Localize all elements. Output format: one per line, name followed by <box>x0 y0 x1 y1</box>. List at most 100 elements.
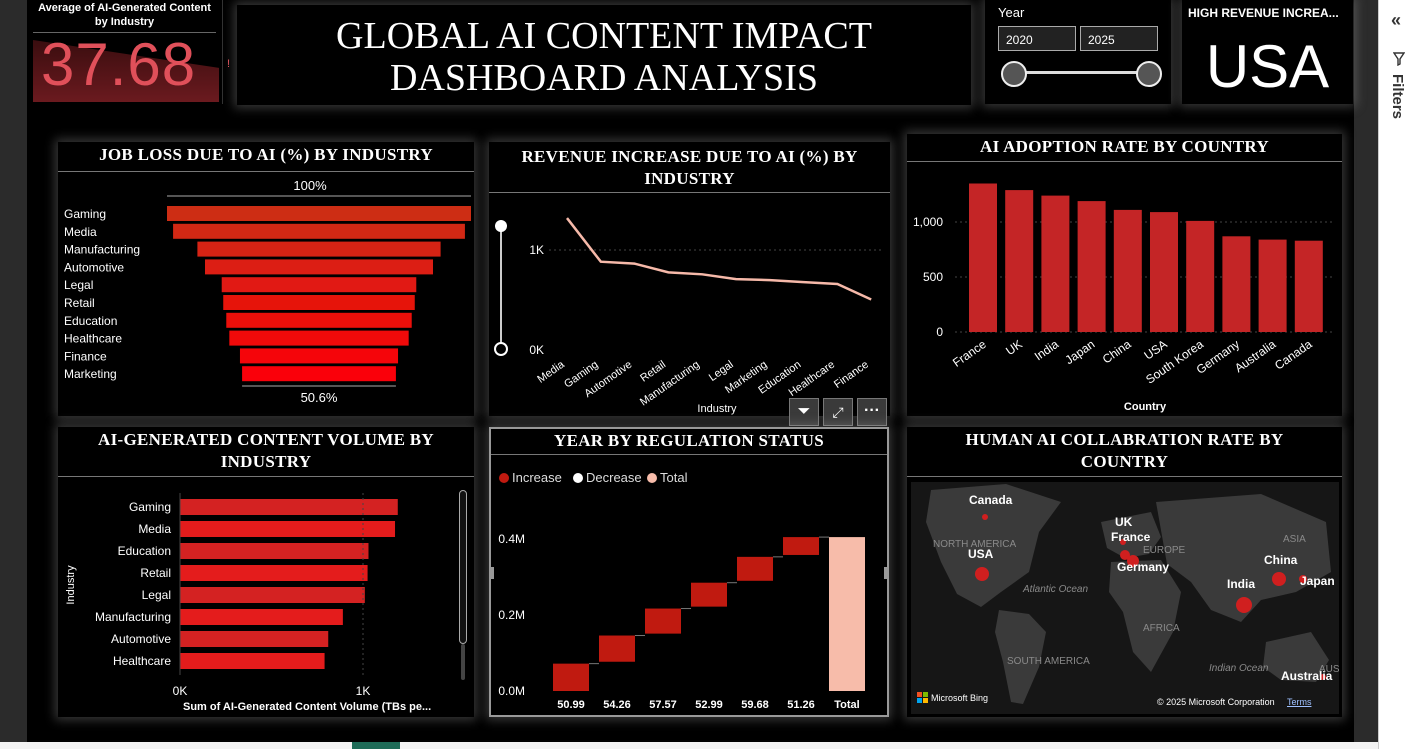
high-revenue-title: HIGH REVENUE INCREA... <box>1188 6 1339 20</box>
collab-map-chart[interactable]: HUMAN AI COLLABRATION RATE BY COUNTRY Ca… <box>907 427 1342 717</box>
regulation-x-label: Total <box>834 699 859 711</box>
filters-pane-filter-icon <box>1392 52 1406 67</box>
year-to-input[interactable]: 2025 <box>1080 26 1158 51</box>
volume-category-label: Manufacturing <box>95 610 171 624</box>
adoption-bar <box>969 183 997 332</box>
volume-bar <box>180 631 329 647</box>
visual-filter-button[interactable]: filter-icon⏷ <box>789 398 819 426</box>
volume-bar <box>180 653 325 669</box>
regulation-legend-label: Decrease <box>586 470 642 485</box>
volume-bar <box>180 609 343 625</box>
collab-map-title: HUMAN AI COLLABRATION RATE BY COUNTRY <box>907 429 1342 477</box>
filters-pane[interactable]: « Filters <box>1378 0 1418 749</box>
map-landmass <box>1263 632 1329 682</box>
map-bubble <box>1299 575 1307 583</box>
map-country-label: India <box>1227 577 1255 591</box>
active-page-tab[interactable] <box>352 742 400 749</box>
adoption-x-label: France <box>950 337 989 370</box>
adoption-bar <box>1041 195 1070 332</box>
regulation-x-label: 51.26 <box>787 699 815 711</box>
funnel-bar <box>173 223 465 239</box>
regulation-legend-marker <box>499 473 509 483</box>
adoption-bar <box>1222 236 1251 332</box>
regulation-bar <box>783 537 819 555</box>
content-volume-scrollbar[interactable] <box>459 490 467 644</box>
map-region-label: Atlantic Ocean <box>1022 584 1088 595</box>
regulation-legend-label: Total <box>660 470 688 485</box>
filters-pane-label[interactable]: Filters <box>1389 74 1406 120</box>
dashboard-title-line2: DASHBOARD ANALYSIS <box>390 57 818 99</box>
chevrons-left-icon[interactable]: « <box>1391 10 1402 30</box>
volume-bar <box>180 499 398 515</box>
year-slider-start-handle[interactable] <box>1001 61 1027 87</box>
adoption-x-label: UK <box>1003 337 1025 358</box>
visual-focus-button[interactable]: focus-mode-icon⤢ <box>823 398 853 426</box>
adoption-title: AI ADOPTION RATE BY COUNTRY <box>907 136 1342 162</box>
regulation-bar <box>691 582 727 607</box>
content-volume-scroll-track <box>461 644 465 680</box>
dashboard-title-card: GLOBAL AI CONTENT IMPACT DASHBOARD ANALY… <box>237 5 971 105</box>
map-landmass <box>1156 494 1331 622</box>
regulation-x-label: 52.99 <box>695 699 723 711</box>
zoom-slider-bottom-handle <box>494 342 508 356</box>
regulation-x-label: 50.99 <box>557 699 585 711</box>
resize-handle-right <box>884 567 887 579</box>
year-slider-end-handle[interactable] <box>1136 61 1162 87</box>
map-country-label: Japan <box>1300 574 1335 588</box>
regulation-bar <box>829 537 865 691</box>
adoption-y-tick: 0 <box>936 325 943 339</box>
content-volume-chart[interactable]: AI-GENERATED CONTENT VOLUME BY INDUSTRY … <box>58 427 474 717</box>
kpi-card[interactable]: Average of AI-Generated Content by Indus… <box>27 0 230 104</box>
map-bubble <box>1272 572 1286 586</box>
map-country-label: Germany <box>1117 560 1169 574</box>
adoption-x-label: China <box>1100 337 1134 367</box>
map-country-label: France <box>1111 530 1151 544</box>
adoption-chart[interactable]: AI ADOPTION RATE BY COUNTRY 1,000 500 0 Fra… <box>907 134 1342 416</box>
funnel-bar <box>167 206 471 221</box>
kpi-value: 37.68 <box>41 31 197 98</box>
year-slicer[interactable]: Year 2020 2025 <box>985 0 1171 104</box>
map-country-label: Canada <box>969 493 1013 507</box>
revenue-y-tick: 0K <box>529 343 544 357</box>
regulation-chart[interactable]: YEAR BY REGULATION STATUS Increase Decrea… <box>489 427 889 717</box>
bing-attribution: Microsoft Bing <box>917 692 988 703</box>
resize-handle-left <box>491 567 494 579</box>
microsoft-logo-icon <box>917 692 928 703</box>
year-from-input[interactable]: 2020 <box>998 26 1076 51</box>
funnel-category-label: Retail <box>64 296 95 310</box>
funnel-bar <box>205 259 433 275</box>
visual-header-toolbar: filter-icon⏷ focus-mode-icon⤢ more-optio… <box>789 398 890 426</box>
revenue-chart[interactable]: REVENUE INCREASE DUE TO AI (%) BY INDUST… <box>489 142 890 426</box>
adoption-bar <box>1294 240 1323 332</box>
content-volume-plot[interactable]: Gaming Media Education Retail Legal Manufactu… <box>58 479 474 717</box>
funnel-bar <box>242 366 396 382</box>
regulation-plot[interactable]: Increase Decrease Total 0.4M 0.2M 0.0M 50.99 54… <box>491 457 887 717</box>
regulation-bar <box>599 635 635 662</box>
volume-bar <box>180 521 396 537</box>
revenue-x-label: Manufacturing <box>638 359 702 409</box>
regulation-legend-label: Increase <box>512 470 562 485</box>
canvas-right-margin <box>1354 0 1378 749</box>
map-region-label: AFRICA <box>1143 623 1180 634</box>
regulation-x-label: 57.57 <box>649 699 677 711</box>
job-loss-chart[interactable]: JOB LOSS DUE TO AI (%) BY INDUSTRY 100% G… <box>58 142 474 416</box>
regulation-legend-marker <box>573 473 583 483</box>
regulation-title: YEAR BY REGULATION STATUS <box>491 431 887 455</box>
high-revenue-card[interactable]: HIGH REVENUE INCREA... USA <box>1182 0 1353 104</box>
map-region-label: EUROPE <box>1143 545 1186 556</box>
map-bubble <box>1120 550 1130 560</box>
adoption-bar <box>1150 212 1178 332</box>
year-slicer-label: Year <box>998 5 1025 20</box>
revenue-y-tick: 1K <box>529 243 544 257</box>
map-region-label: NORTH AMERICA <box>933 539 1016 550</box>
visual-more-button[interactable]: more-options-icon··· <box>857 398 887 426</box>
adoption-y-tick: 500 <box>923 270 943 284</box>
map-terms-link[interactable]: Terms <box>1287 697 1312 707</box>
adoption-x-label: Australia <box>1232 337 1279 375</box>
job-loss-plot[interactable]: 100% Gaming Media Manufacturing Automotive Le… <box>58 174 474 414</box>
map-region-label: ASIA <box>1283 534 1306 545</box>
funnel-category-label: Healthcare <box>64 332 122 346</box>
